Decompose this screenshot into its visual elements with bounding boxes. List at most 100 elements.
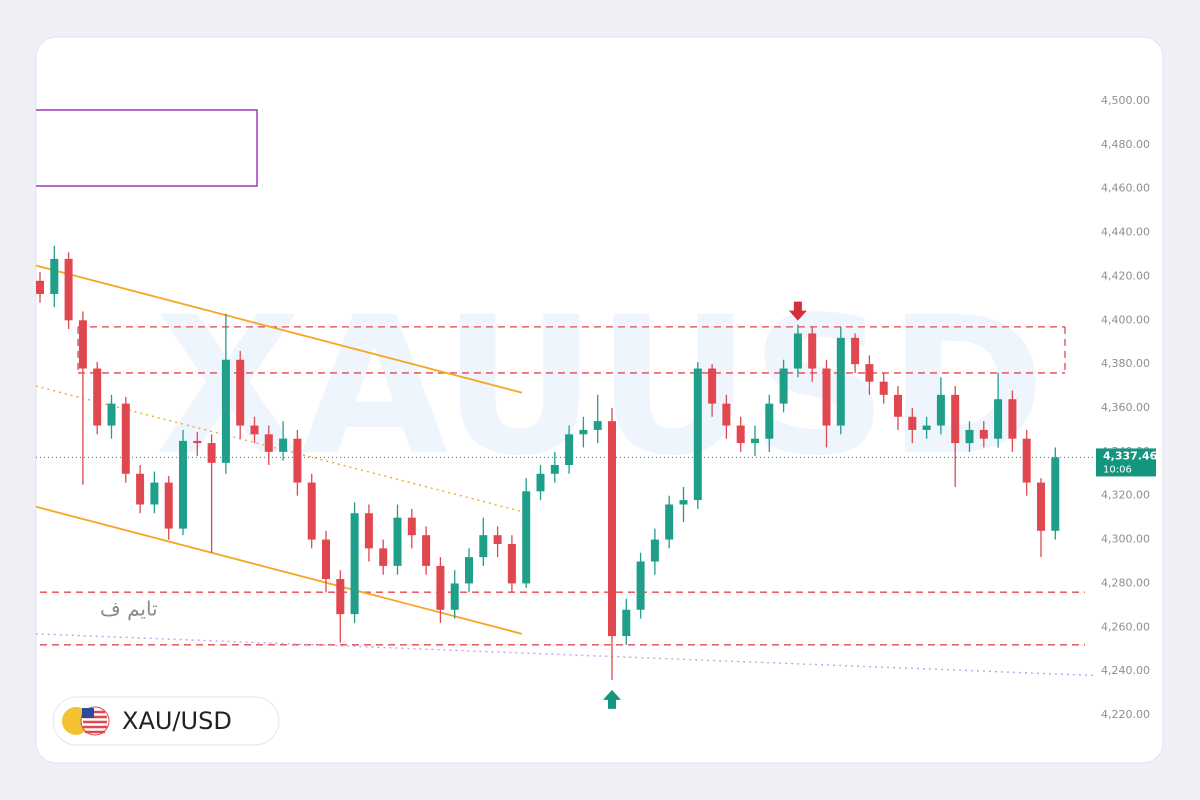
candle-body: [465, 557, 473, 584]
y-tick-label: 4,420.00: [1101, 269, 1150, 282]
candle-body: [636, 561, 645, 610]
signal-arrow: [788, 301, 807, 321]
candle-body: [994, 399, 1003, 439]
plot-area: XAUUSD تايم ف: [36, 109, 1096, 709]
candle-body: [736, 425, 745, 444]
candle-body: [350, 513, 359, 615]
candle-body: [1051, 457, 1060, 531]
last-price-label: 4,337.46: [1103, 449, 1158, 462]
candle-body: [879, 381, 888, 395]
y-tick-label: 4,400.00: [1101, 313, 1150, 326]
candle-body: [979, 429, 988, 439]
candle-body: [650, 539, 659, 562]
candle-body: [121, 403, 130, 474]
candle-body: [565, 434, 574, 466]
candle-body: [179, 440, 187, 529]
last-price-box: [1096, 448, 1156, 477]
trendline: [36, 633, 1096, 677]
candle-body: [865, 364, 874, 382]
y-tick-label: 4,220.00: [1101, 708, 1150, 721]
y-tick-label: 4,440.00: [1101, 226, 1150, 239]
candle-body: [78, 320, 87, 369]
y-tick-label: 4,380.00: [1101, 357, 1150, 370]
candle-body: [951, 394, 960, 444]
candle-body: [593, 421, 602, 430]
candle-body: [550, 465, 559, 474]
candle-body: [221, 359, 230, 463]
candle-body: [1008, 399, 1017, 439]
candle-body: [894, 394, 902, 417]
candle-body: [579, 429, 588, 435]
candle-body: [364, 513, 373, 549]
candle-body: [751, 438, 759, 444]
candle-body: [965, 429, 974, 444]
candle-body: [622, 609, 631, 637]
flag-canton: [82, 708, 94, 718]
countdown-label: 10:06: [1103, 464, 1132, 475]
y-tick-label: 4,480.00: [1101, 138, 1150, 151]
candle-body: [608, 421, 616, 637]
candle-body: [107, 403, 116, 426]
candle-body: [822, 368, 831, 426]
trendline: [36, 264, 523, 394]
candle-body: [379, 548, 388, 566]
candle-body: [50, 258, 59, 294]
candle-body: [279, 438, 288, 452]
symbol-badge: XAU/USD: [52, 696, 280, 746]
candle-body: [393, 517, 402, 566]
candle-body: [336, 579, 345, 615]
zone-box: [36, 109, 258, 187]
candle-body: [493, 535, 502, 544]
candle-body: [522, 491, 531, 584]
y-tick-label: 4,320.00: [1101, 489, 1150, 502]
y-tick-label: 4,280.00: [1101, 576, 1150, 589]
candle-body: [1022, 438, 1031, 483]
candle-body: [679, 500, 688, 505]
y-tick-label: 4,500.00: [1101, 94, 1150, 107]
side-text: تايم ف: [100, 597, 158, 621]
candle-body: [722, 403, 731, 426]
candle-body: [150, 482, 159, 505]
candle-body: [665, 504, 674, 540]
candle-body: [422, 535, 431, 566]
flag-stripes: [83, 710, 107, 734]
candle-body: [479, 535, 488, 558]
candle-body: [64, 258, 73, 321]
candle-body: [808, 333, 817, 369]
candle-body: [851, 337, 860, 365]
candle-body: [765, 403, 774, 439]
candle-body: [207, 443, 216, 463]
symbol-label: XAU/USD: [122, 707, 232, 735]
candle-body: [693, 368, 702, 501]
candle-body: [93, 368, 102, 426]
candle-body: [450, 583, 459, 610]
candle-body: [236, 359, 245, 426]
candle-body: [193, 440, 202, 444]
candle-body: [436, 565, 445, 610]
candle-body: [507, 543, 516, 584]
y-tick-label: 4,460.00: [1101, 182, 1150, 195]
y-tick-label: 4,300.00: [1101, 533, 1150, 546]
y-tick-label: 4,360.00: [1101, 401, 1150, 414]
y-tick-label: 4,260.00: [1101, 620, 1150, 633]
candle-body: [264, 434, 273, 452]
candle-body: [836, 337, 845, 426]
candle-body: [922, 425, 931, 430]
candle-body: [307, 482, 316, 540]
candle-body: [407, 517, 416, 536]
badge-bg: [52, 696, 280, 746]
candle-body: [250, 425, 259, 435]
candle-body: [536, 473, 545, 492]
candle-body: [708, 368, 717, 404]
candle-body: [164, 482, 173, 529]
candle-body: [1037, 482, 1045, 531]
card: [35, 36, 1164, 764]
candle-body: [908, 416, 917, 430]
candle-body: [779, 368, 788, 404]
candle-body: [293, 438, 302, 483]
y-tick-label: 4,240.00: [1101, 664, 1150, 677]
candle-body: [136, 473, 145, 505]
signal-arrow: [603, 689, 621, 709]
